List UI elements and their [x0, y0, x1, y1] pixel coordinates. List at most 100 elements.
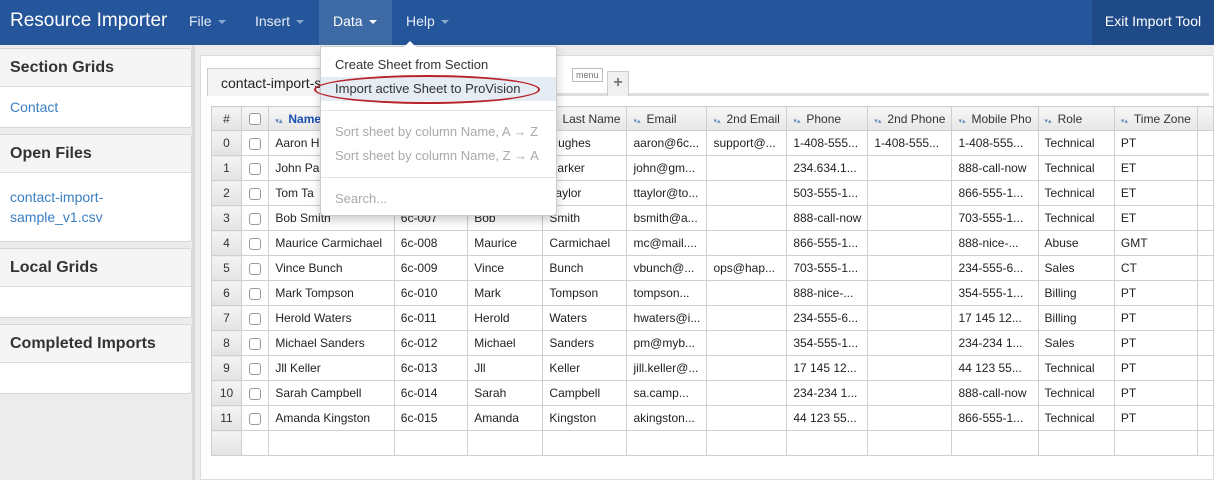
- column-header[interactable]: ▾▴ Role: [1037, 106, 1115, 131]
- grid-cell[interactable]: Tompson: [542, 280, 628, 306]
- tab-contact-import[interactable]: contact-import-s: [207, 68, 347, 96]
- row-number[interactable]: 3: [211, 205, 242, 231]
- grid-cell[interactable]: Kingston: [542, 405, 628, 431]
- grid-cell[interactable]: 6c-008: [393, 230, 469, 256]
- grid-cell[interactable]: [706, 155, 788, 181]
- grid-cell[interactable]: Abuse: [1037, 230, 1115, 256]
- grid-cell[interactable]: GMT: [1113, 230, 1198, 256]
- grid-cell[interactable]: Waters: [542, 305, 628, 331]
- grid-cell[interactable]: ET: [1113, 155, 1198, 181]
- grid-cell[interactable]: 6c-013: [393, 355, 469, 381]
- grid-cell[interactable]: john@gm...: [626, 155, 708, 181]
- grid-cell[interactable]: 703-555-1...: [951, 205, 1039, 231]
- row-checkbox[interactable]: [249, 312, 262, 325]
- row-number[interactable]: 4: [211, 230, 242, 256]
- grid-cell[interactable]: CT: [1113, 255, 1198, 281]
- grid-cell[interactable]: [867, 280, 953, 306]
- grid-cell[interactable]: 888-nice-...: [951, 230, 1039, 256]
- grid-cell[interactable]: aaron@6c...: [626, 130, 708, 156]
- grid-cell[interactable]: [867, 255, 953, 281]
- grid-cell[interactable]: ttaylor@to...: [626, 180, 708, 206]
- grid-cell[interactable]: Jll: [467, 355, 544, 381]
- grid-cell[interactable]: 44 123 55...: [951, 355, 1039, 381]
- grid-cell[interactable]: Amanda: [467, 405, 544, 431]
- grid-cell[interactable]: PT: [1113, 280, 1198, 306]
- grid-cell[interactable]: 1-408-555...: [867, 130, 953, 156]
- grid-cell[interactable]: [867, 155, 953, 181]
- row-number[interactable]: 1: [211, 155, 242, 181]
- column-header[interactable]: ▾▴ Time Zone: [1113, 106, 1198, 131]
- row-select-cell[interactable]: [240, 180, 270, 206]
- menu-item-create-sheet[interactable]: Create Sheet from Section: [335, 57, 489, 72]
- grid-cell[interactable]: sa.camp...: [626, 380, 708, 406]
- row-number[interactable]: 2: [211, 180, 242, 206]
- sort-icon[interactable]: ▾▴: [793, 117, 801, 125]
- row-number[interactable]: 6: [211, 280, 242, 306]
- column-header[interactable]: ▾▴ Email: [626, 106, 708, 131]
- menu-insert[interactable]: Insert: [241, 0, 318, 45]
- row-checkbox[interactable]: [249, 387, 262, 400]
- grid-cell[interactable]: Mark Tompson: [268, 280, 395, 306]
- grid-cell[interactable]: 888-call-now: [786, 205, 869, 231]
- grid-cell[interactable]: Keller: [542, 355, 628, 381]
- row-checkbox[interactable]: [249, 362, 262, 375]
- row-select-cell[interactable]: [240, 155, 270, 181]
- grid-cell[interactable]: bsmith@a...: [626, 205, 708, 231]
- grid-cell[interactable]: [706, 430, 788, 456]
- grid-cell[interactable]: 888-call-now: [951, 155, 1039, 181]
- grid-cell[interactable]: 234-234 1...: [951, 330, 1039, 356]
- grid-cell[interactable]: Technical: [1037, 130, 1115, 156]
- row-checkbox[interactable]: [249, 212, 262, 225]
- grid-cell[interactable]: 6c-014: [393, 380, 469, 406]
- exit-import-tool-button[interactable]: Exit Import Tool: [1092, 0, 1214, 45]
- grid-cell[interactable]: [867, 405, 953, 431]
- grid-cell[interactable]: 888-nice-...: [786, 280, 869, 306]
- grid-cell[interactable]: PT: [1113, 405, 1198, 431]
- sort-icon[interactable]: ▾▴: [958, 117, 966, 125]
- sheet-menu-button[interactable]: menu: [572, 68, 603, 82]
- grid-cell[interactable]: Sarah: [467, 380, 544, 406]
- grid-cell[interactable]: Technical: [1037, 155, 1115, 181]
- grid-cell[interactable]: [867, 230, 953, 256]
- grid-cell[interactable]: [706, 330, 788, 356]
- row-checkbox[interactable]: [249, 262, 262, 275]
- row-select-cell[interactable]: [240, 230, 270, 256]
- grid-cell[interactable]: [1113, 430, 1198, 456]
- sort-icon[interactable]: ▾▴: [275, 117, 283, 125]
- row-select-cell[interactable]: [240, 130, 270, 156]
- grid-cell[interactable]: 6c-011: [393, 305, 469, 331]
- grid-cell[interactable]: [268, 430, 395, 456]
- grid-cell[interactable]: Maurice: [467, 230, 544, 256]
- grid-cell[interactable]: jill.keller@...: [626, 355, 708, 381]
- grid-cell[interactable]: [706, 355, 788, 381]
- column-header[interactable]: ▾▴ 2nd Email: [706, 106, 788, 131]
- menu-data[interactable]: Data: [319, 0, 392, 45]
- select-all-checkbox[interactable]: [249, 113, 262, 126]
- grid-cell[interactable]: Sales: [1037, 330, 1115, 356]
- grid-cell[interactable]: Sales: [1037, 255, 1115, 281]
- row-select-cell[interactable]: [240, 205, 270, 231]
- row-number[interactable]: 11: [211, 405, 242, 431]
- grid-cell[interactable]: 354-555-1...: [786, 330, 869, 356]
- grid-cell[interactable]: vbunch@...: [626, 255, 708, 281]
- row-number[interactable]: 0: [211, 130, 242, 156]
- grid-cell[interactable]: 17 145 12...: [951, 305, 1039, 331]
- row-number[interactable]: 10: [211, 380, 242, 406]
- grid-cell[interactable]: [867, 380, 953, 406]
- grid-cell[interactable]: Vince: [467, 255, 544, 281]
- grid-cell[interactable]: 17 145 12...: [786, 355, 869, 381]
- grid-cell[interactable]: [706, 280, 788, 306]
- column-header[interactable]: ▾▴ Mobile Pho: [951, 106, 1039, 131]
- grid-cell[interactable]: [867, 355, 953, 381]
- grid-cell[interactable]: tompson...: [626, 280, 708, 306]
- row-checkbox[interactable]: [249, 162, 262, 175]
- grid-cell[interactable]: [706, 205, 788, 231]
- row-checkbox[interactable]: [249, 237, 262, 250]
- row-number[interactable]: 9: [211, 355, 242, 381]
- grid-cell[interactable]: [706, 180, 788, 206]
- grid-cell[interactable]: akingston...: [626, 405, 708, 431]
- grid-cell[interactable]: hwaters@i...: [626, 305, 708, 331]
- grid-cell[interactable]: Technical: [1037, 180, 1115, 206]
- grid-cell[interactable]: 6c-012: [393, 330, 469, 356]
- grid-cell[interactable]: [867, 330, 953, 356]
